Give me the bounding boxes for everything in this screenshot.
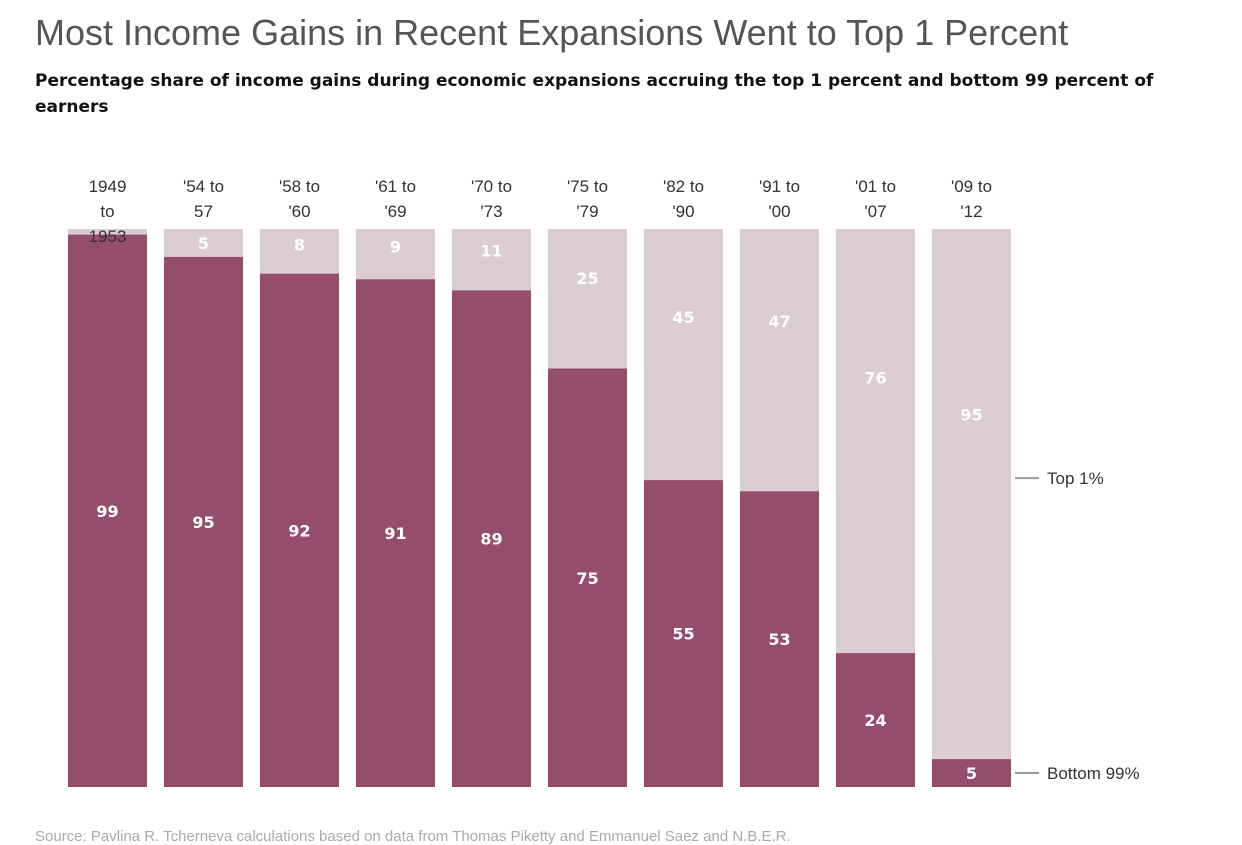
top-value-label: 47 xyxy=(768,312,790,331)
category-label: '54 to xyxy=(183,177,224,196)
bar-bottom-99pct xyxy=(356,279,435,787)
bottom-value-label: 55 xyxy=(672,625,694,644)
bottom-value-label: 75 xyxy=(576,569,598,588)
top-value-label: 95 xyxy=(960,406,982,425)
bar-top-1pct xyxy=(932,229,1011,760)
bar-bottom-99pct xyxy=(740,491,819,787)
bar-bottom-99pct xyxy=(548,368,627,787)
category-label: '00 xyxy=(768,202,790,221)
bar-bottom-99pct xyxy=(164,256,243,787)
category-label: '70 to xyxy=(471,177,512,196)
category-label: '58 to xyxy=(279,177,320,196)
bar-bottom-99pct xyxy=(836,653,915,787)
bottom-value-label: 95 xyxy=(192,513,214,532)
bottom-value-label: 24 xyxy=(864,711,886,730)
bar-top-1pct xyxy=(548,229,627,369)
bar-bottom-99pct xyxy=(260,273,339,787)
bottom-value-label: 99 xyxy=(96,502,118,521)
bottom-value-label: 92 xyxy=(288,521,310,540)
top-value-label: 76 xyxy=(864,368,886,387)
category-label: '79 xyxy=(576,202,598,221)
bar-top-1pct xyxy=(260,229,339,274)
bar-top-1pct xyxy=(68,229,147,235)
bar-top-1pct xyxy=(452,229,531,291)
source-note: Source: Pavlina R. Tcherneva calculation… xyxy=(35,828,791,845)
bottom-value-label: 89 xyxy=(480,530,502,549)
bar-top-1pct xyxy=(644,229,723,481)
top-value-label: 5 xyxy=(198,234,209,253)
bar-top-1pct xyxy=(740,229,819,492)
top-value-label: 25 xyxy=(576,269,598,288)
category-label: to xyxy=(100,202,114,221)
category-label: '01 to xyxy=(855,177,896,196)
bottom-value-label: 53 xyxy=(768,630,790,649)
category-label: 57 xyxy=(194,202,213,221)
bottom-value-label: 5 xyxy=(966,764,977,783)
category-label: '90 xyxy=(672,202,694,221)
category-label: 1953 xyxy=(89,227,127,246)
bar-top-1pct xyxy=(164,229,243,257)
category-label: '07 xyxy=(864,202,886,221)
bar-bottom-99pct xyxy=(452,290,531,787)
legend-top-1pct: Top 1% xyxy=(1047,469,1104,488)
category-label: '09 to xyxy=(951,177,992,196)
category-label: '91 to xyxy=(759,177,800,196)
legend-bottom-99pct: Bottom 99% xyxy=(1047,764,1140,783)
category-label: '60 xyxy=(288,202,310,221)
chart-subtitle: Percentage share of income gains during … xyxy=(35,71,1154,117)
category-label: '75 to xyxy=(567,177,608,196)
top-value-label: 11 xyxy=(480,241,502,260)
bar-top-1pct xyxy=(356,229,435,280)
bar-top-1pct xyxy=(836,229,915,654)
bar-bottom-99pct xyxy=(644,480,723,787)
category-label: '12 xyxy=(960,202,982,221)
category-label: '82 to xyxy=(663,177,704,196)
category-label: '61 to xyxy=(375,177,416,196)
category-label: '69 xyxy=(384,202,406,221)
top-value-label: 8 xyxy=(294,236,305,255)
bar-bottom-99pct xyxy=(932,759,1011,787)
bottom-value-label: 91 xyxy=(384,524,406,543)
bar-bottom-99pct xyxy=(68,234,147,787)
chart-title: Most Income Gains in Recent Expansions W… xyxy=(35,12,1069,53)
top-value-label: 9 xyxy=(390,238,401,257)
category-label: '73 xyxy=(480,202,502,221)
category-label: 1949 xyxy=(89,177,127,196)
top-value-label: 45 xyxy=(672,308,694,327)
